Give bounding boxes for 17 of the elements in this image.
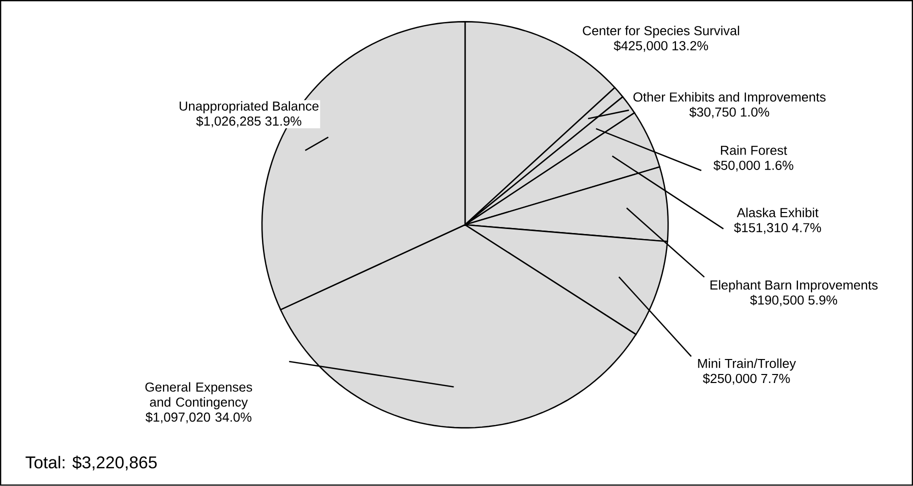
slice-label: Other Exhibits and Improvements xyxy=(633,92,826,104)
data-label: $1,097,020 34.0% xyxy=(146,412,252,424)
data-label: $250,000 7.7% xyxy=(702,373,790,385)
data-label: $190,500 5.9% xyxy=(750,295,838,306)
slice-label: Mini Train/Trolley xyxy=(698,358,796,371)
text: Total: $3,220,865 xyxy=(26,456,157,471)
slice-label: Unappropriated Balance xyxy=(180,101,318,114)
data-label: $30,750 1.0% xyxy=(689,107,770,118)
slice-label: General Expenses and Contingency xyxy=(145,382,252,410)
slice-label: Alaska Exhibit xyxy=(736,208,818,218)
slice-label: Elephant Barn Improvements xyxy=(710,280,878,292)
data-label: $1,026,285 31.9% xyxy=(196,116,302,128)
slice-label: Rain Forest xyxy=(720,145,788,156)
data-label: $50,000 1.6% xyxy=(714,160,794,172)
data-label: $425,000 13.2% xyxy=(614,40,708,52)
slice-label: Center for Species Survival xyxy=(582,26,740,38)
data-label: $151,310 4.7% xyxy=(734,222,822,234)
